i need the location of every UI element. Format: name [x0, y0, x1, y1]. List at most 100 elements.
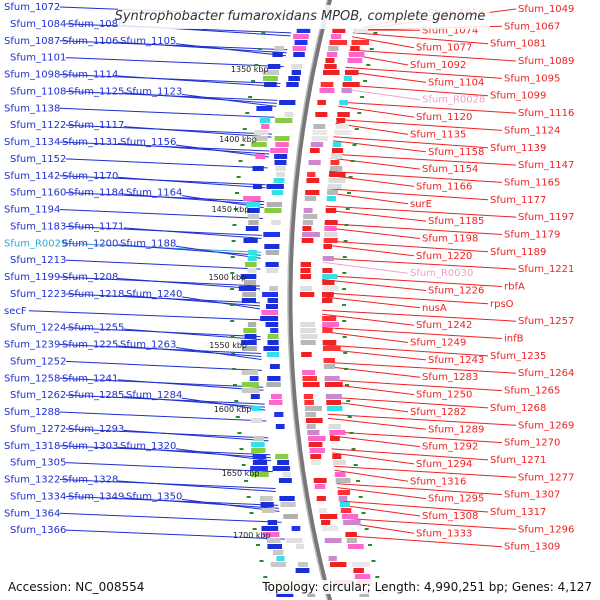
gene-label-left: Sfum_1305	[10, 458, 66, 469]
connector-line-left	[175, 245, 261, 259]
gene-label-left: Sfum_1183	[10, 221, 66, 232]
gene-label-right: Sfum_1309	[504, 542, 560, 553]
gene-label-left: Sfum_1131	[62, 137, 118, 148]
gene-block-right	[322, 298, 333, 303]
gene-block-right	[328, 556, 337, 561]
gene-label-left: Sfum_1134	[4, 137, 60, 148]
connector-line-left	[117, 345, 262, 357]
tick-mark	[373, 32, 378, 34]
gene-label-right: Sfum_1104	[428, 77, 484, 88]
tick-mark	[254, 64, 259, 66]
connector-line-right	[349, 49, 517, 62]
gene-block-right	[304, 196, 317, 201]
gene-block-right	[327, 190, 338, 195]
tick-mark	[235, 192, 239, 194]
tick-mark	[238, 160, 243, 162]
gene-block-left	[291, 70, 301, 75]
gene-label-left: Sfum_1303	[62, 441, 118, 452]
gene-block-left	[288, 76, 300, 81]
tick-mark	[248, 96, 253, 98]
gene-label-left: Sfum_1334	[10, 491, 66, 502]
tick-mark	[232, 224, 237, 226]
gene-block-left	[275, 142, 289, 147]
gene-block-left	[241, 388, 260, 393]
gene-block-right	[322, 526, 339, 531]
gene-block-left	[255, 154, 266, 159]
gene-block-right	[311, 460, 321, 465]
tick-mark	[240, 144, 245, 146]
gene-label-right: Sfum_1165	[504, 177, 560, 188]
gene-block-right	[302, 220, 313, 225]
scale-label: 1350 kbp	[231, 65, 269, 74]
gene-label-right: Sfum_1296	[518, 524, 574, 535]
gene-block-right	[332, 148, 344, 153]
connector-line-left	[117, 176, 266, 189]
gene-block-right	[337, 490, 351, 495]
gene-block-right	[319, 88, 335, 93]
tick-mark	[342, 256, 347, 258]
gene-block-right	[305, 190, 320, 195]
connector-line-left	[181, 93, 277, 107]
title-background	[118, 5, 490, 29]
gene-label-left: Sfum_1117	[68, 120, 124, 131]
gene-block-left	[270, 328, 279, 333]
gene-block-left	[274, 160, 287, 165]
connector-line-right	[325, 209, 427, 222]
tick-mark	[235, 416, 240, 418]
gene-block-right	[300, 328, 316, 333]
gene-block-right	[343, 76, 352, 81]
gene-block-right	[329, 430, 346, 435]
gene-block-right	[332, 142, 342, 147]
gene-label-left: Sfum_1098	[4, 70, 60, 81]
gene-block-left	[269, 400, 283, 405]
gene-block-right	[322, 286, 339, 291]
gene-block-left	[266, 184, 284, 189]
gene-label-left: Sfum_1138	[4, 103, 60, 114]
gene-label-left: Sfum_1106	[62, 36, 118, 47]
gene-block-left	[263, 232, 280, 237]
tick-mark	[343, 240, 348, 242]
tick-mark	[230, 288, 235, 290]
tick-mark	[236, 176, 241, 178]
tick-mark	[356, 480, 361, 482]
gene-block-right	[302, 370, 316, 375]
connector-line-left	[175, 144, 269, 158]
tick-mark	[347, 416, 352, 418]
gene-block-right	[303, 214, 318, 219]
tick-mark	[366, 64, 371, 66]
connector-line-right	[323, 361, 517, 374]
gene-label-right: Sfum_1135	[410, 129, 466, 140]
gene-block-right	[328, 178, 346, 183]
gene-block-right	[359, 592, 369, 597]
gene-block-right	[345, 70, 359, 75]
tick-mark	[245, 112, 250, 114]
connector-line-right	[321, 309, 517, 322]
connector-line-left	[65, 259, 261, 270]
gene-block-left	[251, 448, 266, 453]
connector-line-right	[332, 140, 427, 153]
connector-line-right	[332, 452, 415, 465]
gene-label-left: Sfum_1084	[10, 19, 66, 30]
gene-label-left: Sfum_1239	[4, 340, 60, 351]
gene-block-right	[322, 280, 335, 285]
gene-block-left	[267, 64, 281, 69]
gene-block-right	[332, 28, 346, 33]
gene-label-right: Sfum_1283	[422, 372, 478, 383]
gene-block-right	[330, 34, 342, 39]
gene-block-left	[243, 196, 261, 201]
connector-line-left	[117, 41, 287, 54]
gene-label-left: Sfum_1142	[4, 171, 60, 182]
tick-mark	[256, 544, 260, 546]
tick-mark	[241, 464, 246, 466]
gene-block-right	[322, 274, 338, 279]
gene-block-left	[243, 280, 257, 285]
gene-label-left: Sfum_1218	[68, 289, 124, 300]
gene-label-left: Sfum_1252	[10, 356, 66, 367]
gene-block-left	[267, 520, 278, 525]
gene-label-right: Sfum_1067	[504, 21, 560, 32]
gene-block-left	[254, 136, 268, 141]
gene-block-left	[242, 292, 256, 297]
gene-label-left: Sfum_1152	[10, 154, 66, 165]
backbone-highlight	[287, 0, 329, 600]
